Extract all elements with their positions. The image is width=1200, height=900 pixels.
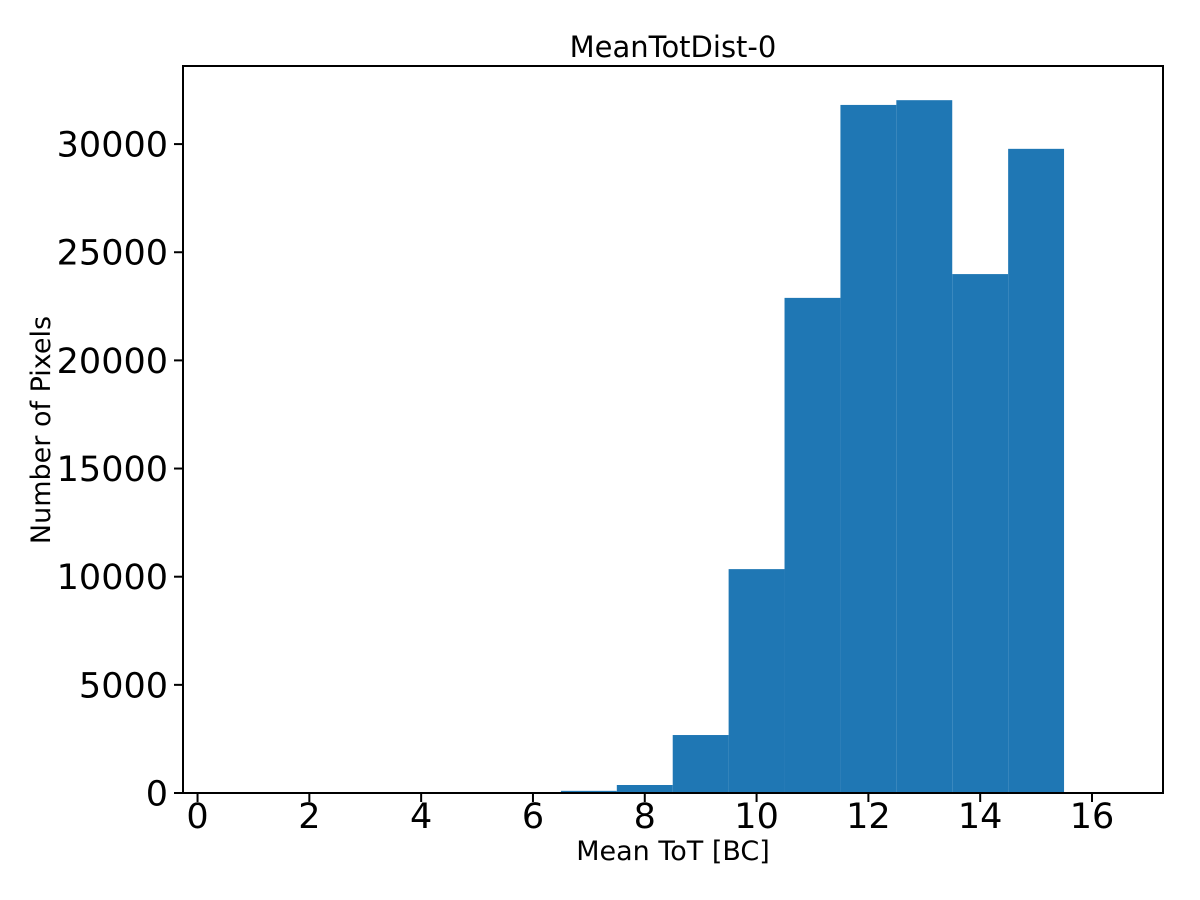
x-tick-label: 16 — [1070, 797, 1115, 837]
tick-labels-group: 0 2 4 6 8 10 12 14 16 0 5000 10000 15000 20000 25000 30… — [57, 126, 1115, 837]
y-tick-label: 20000 — [57, 342, 168, 382]
bars-group — [560, 100, 1065, 794]
y-tick-label: 25000 — [57, 234, 168, 274]
x-tick-label: 2 — [298, 797, 320, 837]
y-axis-label: Number of Pixels — [26, 316, 57, 544]
x-tick-label: 10 — [734, 797, 779, 837]
ticks-group — [174, 143, 1093, 802]
x-tick-label: 12 — [846, 797, 891, 837]
histogram-bar — [840, 104, 897, 794]
x-tick-label: 8 — [634, 797, 656, 837]
x-tick-label: 14 — [958, 797, 1003, 837]
plot-spines — [182, 65, 1164, 794]
page-title: MeanTotDist-0 — [570, 30, 777, 64]
histogram-bar — [560, 790, 617, 793]
y-tick-label: 5000 — [79, 666, 168, 706]
y-tick-label: 10000 — [57, 558, 168, 598]
histogram-bar — [784, 297, 841, 793]
x-axis-label: Mean ToT [BC] — [576, 836, 770, 867]
y-tick-label: 30000 — [57, 126, 168, 166]
histogram-bar — [1008, 148, 1065, 794]
y-tick-label: 15000 — [57, 450, 168, 490]
y-tick-label: 0 — [146, 775, 168, 815]
x-tick-label: 6 — [522, 797, 544, 837]
histogram-bar — [616, 785, 673, 793]
histogram-bar — [896, 100, 953, 794]
histogram-bar — [728, 569, 785, 793]
histogram-bar — [672, 735, 729, 793]
x-tick-label: 4 — [410, 797, 432, 837]
x-tick-label: 0 — [186, 797, 208, 837]
histogram-bar — [952, 274, 1009, 794]
